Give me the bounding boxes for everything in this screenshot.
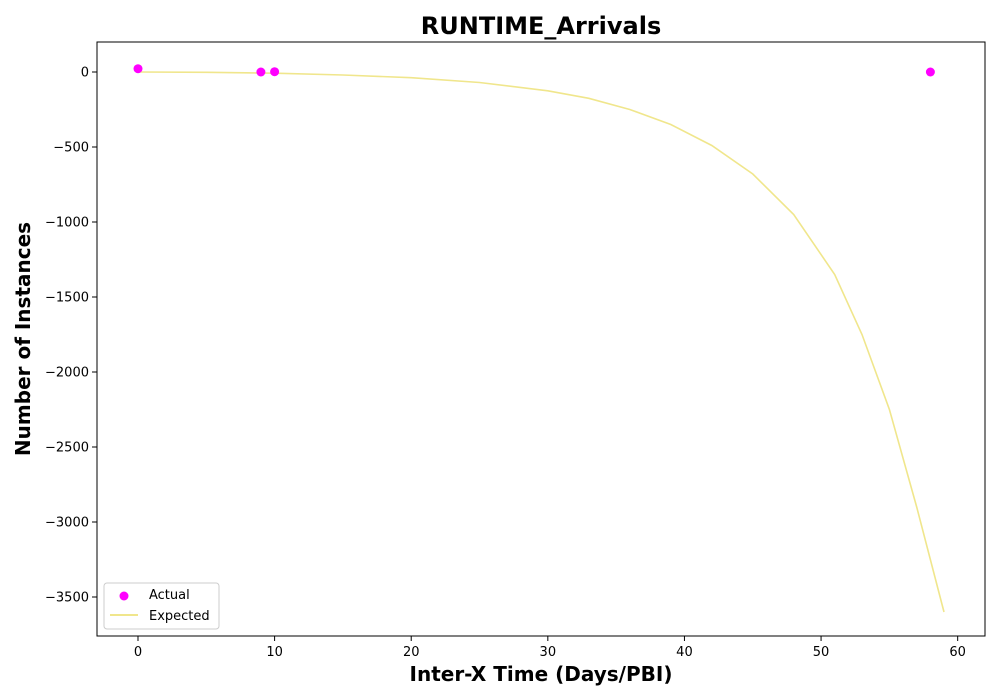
chart-title: RUNTIME_Arrivals: [421, 12, 661, 40]
actual-point: [133, 64, 143, 74]
y-tick-label: −3500: [45, 591, 89, 606]
expected-series-line: [137, 71, 945, 613]
x-tick-label: 20: [403, 645, 420, 660]
x-tick-label: 10: [266, 645, 283, 660]
actual-point: [270, 67, 280, 77]
x-tick-label: 60: [949, 645, 966, 660]
y-tick-label: −1000: [45, 216, 89, 231]
legend-box: [103, 582, 220, 630]
x-tick-label: 0: [134, 645, 142, 660]
y-tick-label: −3000: [45, 516, 89, 531]
actual-point: [925, 67, 935, 77]
y-tick-label: −500: [53, 141, 89, 156]
x-tick-label: 40: [676, 645, 693, 660]
y-tick-label: −2000: [45, 366, 89, 381]
y-tick-label: 0: [81, 66, 89, 81]
x-tick-label: 50: [813, 645, 830, 660]
legend-actual-label: Actual: [149, 588, 190, 603]
y-tick-label: −1500: [45, 291, 89, 306]
x-tick-label: 30: [540, 645, 557, 660]
legend-actual-marker: [119, 591, 129, 601]
x-axis-label: Inter-X Time (Days/PBI): [410, 662, 673, 686]
y-tick-label: −2500: [45, 441, 89, 456]
plot-area-frame: [96, 41, 986, 637]
legend: Actual Expected: [103, 582, 220, 630]
actual-point: [256, 67, 266, 77]
legend-expected-label: Expected: [149, 609, 210, 624]
y-axis-label: Number of Instances: [11, 222, 35, 456]
